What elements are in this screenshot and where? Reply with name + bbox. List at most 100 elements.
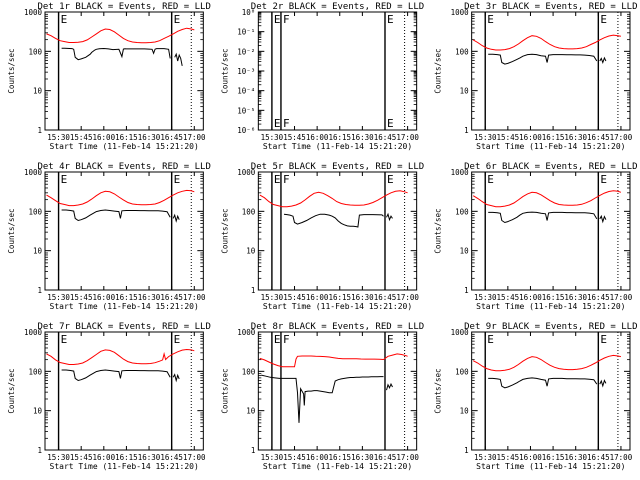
- panel-title: Det 2r BLACK = Events, RED = LLD: [251, 2, 424, 12]
- y-axis-label: Counts/sec: [7, 368, 16, 413]
- lld-series-line: [46, 348, 195, 365]
- y-axis-label: Counts/sec: [220, 368, 229, 413]
- y-tick-label: 100: [28, 47, 42, 56]
- plot-frame: [44, 331, 204, 451]
- events-series-line: [172, 373, 180, 383]
- x-tick-label: 15:45: [70, 453, 93, 462]
- x-tick-label: 16:00: [519, 293, 542, 302]
- x-tick-label: 15:30: [261, 293, 284, 302]
- plot-frame: [44, 171, 204, 291]
- events-series-line: [599, 379, 607, 388]
- panel-det-7: Det 7r BLACK = Events, RED = LLD 15:30 15:…: [7, 322, 211, 471]
- marker-label: F: [283, 13, 290, 26]
- x-tick-label: 16:30: [351, 133, 374, 142]
- x-axis-label: Start Time (11-Feb-14 15:21:20): [263, 142, 412, 151]
- events-series-line: [386, 382, 393, 391]
- lld-series-line: [259, 190, 408, 208]
- x-tick-label: 16:30: [564, 293, 587, 302]
- panel-title: Det 5r BLACK = Events, RED = LLD: [251, 162, 424, 172]
- marker-label: E: [274, 333, 281, 346]
- x-tick-label: 16:15: [115, 293, 138, 302]
- x-tick-label: 16:30: [138, 453, 161, 462]
- y-tick-label: 1000: [24, 328, 43, 337]
- plot-frame: [44, 11, 204, 131]
- y-tick-label: 10: [33, 407, 43, 416]
- x-tick-label: 16:15: [542, 133, 565, 142]
- marker-label: F: [283, 173, 290, 186]
- plot-frame: [471, 11, 631, 131]
- x-tick-label: 16:00: [306, 133, 329, 142]
- panel-det-6: Det 6r BLACK = Events, RED = LLD 15:30 15:…: [434, 162, 638, 311]
- x-axis-label: Start Time (11-Feb-14 15:21:20): [476, 462, 625, 471]
- y-tick-label: 10: [246, 247, 256, 256]
- x-tick-label: 16:00: [93, 133, 116, 142]
- panel-det-1: Det 1r BLACK = Events, RED = LLD 15:30 15:…: [7, 2, 211, 151]
- x-tick-label: 15:30: [47, 453, 70, 462]
- panel-title: Det 6r BLACK = Events, RED = LLD: [464, 162, 637, 172]
- y-axis-label: Counts/sec: [434, 48, 443, 93]
- events-series-line: [386, 212, 393, 222]
- y-tick-label: 10: [460, 247, 470, 256]
- events-series-line: [283, 213, 384, 228]
- lld-series-line: [259, 353, 408, 368]
- marker-label: E: [61, 173, 68, 186]
- marker-label: E: [174, 173, 181, 186]
- events-series-line: [172, 213, 180, 223]
- lld-series-line: [472, 190, 622, 208]
- y-axis-label: Counts/sec: [434, 368, 443, 413]
- x-tick-label: 16:00: [93, 293, 116, 302]
- events-series-line: [599, 56, 607, 64]
- y-tick-label: 10: [246, 407, 256, 416]
- y-axis-label: Counts/sec: [7, 48, 16, 93]
- y-tick-label: 100: [455, 47, 469, 56]
- x-tick-label: 16:15: [328, 133, 351, 142]
- panel-det-9: Det 9r BLACK = Events, RED = LLD 15:30 15:…: [434, 322, 638, 471]
- y-tick-label: 1: [251, 286, 256, 295]
- marker-label: E: [387, 333, 394, 346]
- y-tick-label: 10: [33, 247, 43, 256]
- x-tick-label: 15:30: [474, 453, 497, 462]
- panel-title: Det 3r BLACK = Events, RED = LLD: [464, 2, 637, 12]
- y-tick-label: 10⁻²: [237, 47, 255, 56]
- panel-title: Det 4r BLACK = Events, RED = LLD: [37, 162, 210, 172]
- x-tick-label: 16:45: [160, 133, 183, 142]
- x-tick-label: 16:30: [564, 453, 587, 462]
- marker-label-bottom: E: [274, 117, 281, 130]
- x-axis-label: Start Time (11-Feb-14 15:21:20): [476, 142, 625, 151]
- marker-label: E: [487, 173, 494, 186]
- x-tick-label: 15:45: [70, 293, 93, 302]
- x-tick-label: 16:45: [374, 133, 397, 142]
- y-tick-label: 10⁻⁵: [237, 106, 255, 115]
- x-tick-label: 15:45: [497, 453, 520, 462]
- x-tick-label: 15:45: [497, 133, 520, 142]
- y-axis-label: Counts/sec: [434, 208, 443, 253]
- y-tick-label: 100: [455, 367, 469, 376]
- marker-label: E: [600, 333, 607, 346]
- x-tick-label: 16:00: [306, 293, 329, 302]
- y-tick-label: 1: [464, 126, 469, 135]
- x-tick-label: 15:30: [474, 293, 497, 302]
- x-tick-label: 17:00: [396, 453, 419, 462]
- lld-series-line: [472, 354, 621, 372]
- events-series-line: [488, 53, 598, 65]
- x-tick-label: 17:00: [183, 133, 206, 142]
- events-series-line: [61, 369, 171, 382]
- x-tick-label: 16:00: [306, 453, 329, 462]
- y-tick-label: 1: [37, 446, 42, 455]
- x-tick-label: 16:15: [115, 453, 138, 462]
- y-tick-label: 10: [33, 87, 43, 96]
- panel-title: Det 7r BLACK = Events, RED = LLD: [37, 322, 210, 332]
- x-tick-label: 15:45: [497, 293, 520, 302]
- y-tick-label: 100: [242, 367, 256, 376]
- y-tick-label: 10⁻¹: [237, 28, 255, 37]
- events-series-line: [174, 52, 183, 66]
- x-axis-label: Start Time (11-Feb-14 15:21:20): [50, 462, 199, 471]
- marker-label: E: [174, 13, 181, 26]
- panel-title: Det 9r BLACK = Events, RED = LLD: [464, 322, 637, 332]
- x-tick-label: 16:00: [519, 453, 542, 462]
- y-tick-label: 10⁻⁴: [237, 87, 255, 96]
- x-tick-label: 17:00: [183, 453, 206, 462]
